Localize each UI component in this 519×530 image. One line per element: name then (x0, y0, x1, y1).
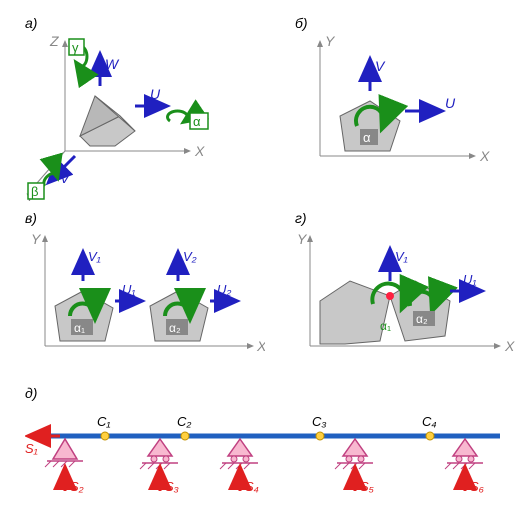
arrow-v2-c-label: V₂ (183, 249, 197, 264)
axis-y-c-label: Y (31, 231, 42, 247)
rot-alpha1-d-label: α₁ (380, 319, 391, 333)
panel-a-svg: X Z Y U W V α β γ (25, 31, 225, 201)
axis-x-d-label: X (504, 338, 515, 354)
panel-d-label: г) (295, 210, 515, 226)
hinge-c3 (316, 432, 324, 440)
force-s3-label: S₃ (165, 479, 179, 494)
panel-c-label: в) (25, 210, 265, 226)
panel-a: а) X Z Y U W (25, 15, 225, 201)
polyhedron-a (80, 96, 135, 146)
force-s1-label: S₁ (25, 441, 38, 456)
force-s2-label: S₂ (70, 479, 84, 494)
rot-gamma-label: γ (72, 40, 79, 55)
arrow-v1-d-label: V₁ (395, 249, 408, 264)
axis-y-d-label: Y (297, 231, 308, 247)
arrow-u1-d-label: U₁ (463, 272, 477, 287)
hinge-c4 (426, 432, 434, 440)
hinge-c2-label: C₂ (177, 414, 191, 429)
force-s5-label: S₅ (360, 479, 375, 494)
force-s4-label: S₄ (245, 479, 259, 494)
rot-alpha (168, 111, 188, 121)
hinge-c1 (101, 432, 109, 440)
panel-b: б) X Y U V α (295, 15, 495, 181)
panel-b-label: б) (295, 15, 495, 31)
arrow-u-label: U (150, 86, 161, 102)
hinge-d (386, 292, 394, 300)
panel-e-label: д) (25, 385, 515, 401)
arrow-v1-c-label: V₁ (88, 249, 101, 264)
rot-alpha2-d-label: α₂ (416, 312, 428, 326)
rot-alpha-label: α (193, 114, 201, 129)
diagram-container: а) X Z Y U W (15, 15, 519, 515)
axis-x-label: X (194, 143, 205, 159)
rot-alpha2-c-label: α₂ (169, 321, 181, 335)
rot-alpha1-c-label: α₁ (74, 321, 85, 335)
axis-x-b-label: X (479, 148, 490, 164)
poly-d1 (320, 281, 390, 344)
arrow-v-label: V (60, 170, 71, 186)
supports (45, 439, 483, 469)
rot-beta-label: β (31, 184, 38, 199)
hinge-c2 (181, 432, 189, 440)
panel-e: д) (25, 385, 515, 501)
force-s6-label: S₆ (470, 479, 485, 494)
panel-b-svg: X Y U V α (295, 31, 495, 181)
panel-d: г) X Y α₁ α₂ U₁ V₁ (295, 210, 515, 366)
arrow-u-b-label: U (445, 95, 456, 111)
arrow-w-label: W (105, 56, 120, 72)
axis-y-b-label: Y (325, 33, 336, 49)
rot-alpha-b-label: α (363, 130, 371, 145)
arrow-u2-c-label: U₂ (217, 282, 231, 297)
arrow-u1-c-label: U₁ (122, 282, 136, 297)
axis-z-label: Z (49, 33, 59, 49)
hinge-c1-label: C₁ (97, 414, 111, 429)
panel-e-svg: C₁ C₂ C₃ C₄ S₁ S₂ S₃ S₄ S₅ S₆ (25, 401, 515, 501)
hinge-c3-label: C₃ (312, 414, 327, 429)
arrow-v-b-label: V (375, 58, 386, 74)
hinge-c4-label: C₄ (422, 414, 437, 429)
panel-a-label: а) (25, 15, 225, 31)
panel-c: в) X Y α₁ U₁ V₁ α₂ U₂ V₂ (25, 210, 265, 366)
axis-x-c-label: X (256, 338, 265, 354)
panel-c-svg: X Y α₁ U₁ V₁ α₂ U₂ V₂ (25, 226, 265, 366)
panel-d-svg: X Y α₁ α₂ U₁ V₁ (295, 226, 515, 366)
